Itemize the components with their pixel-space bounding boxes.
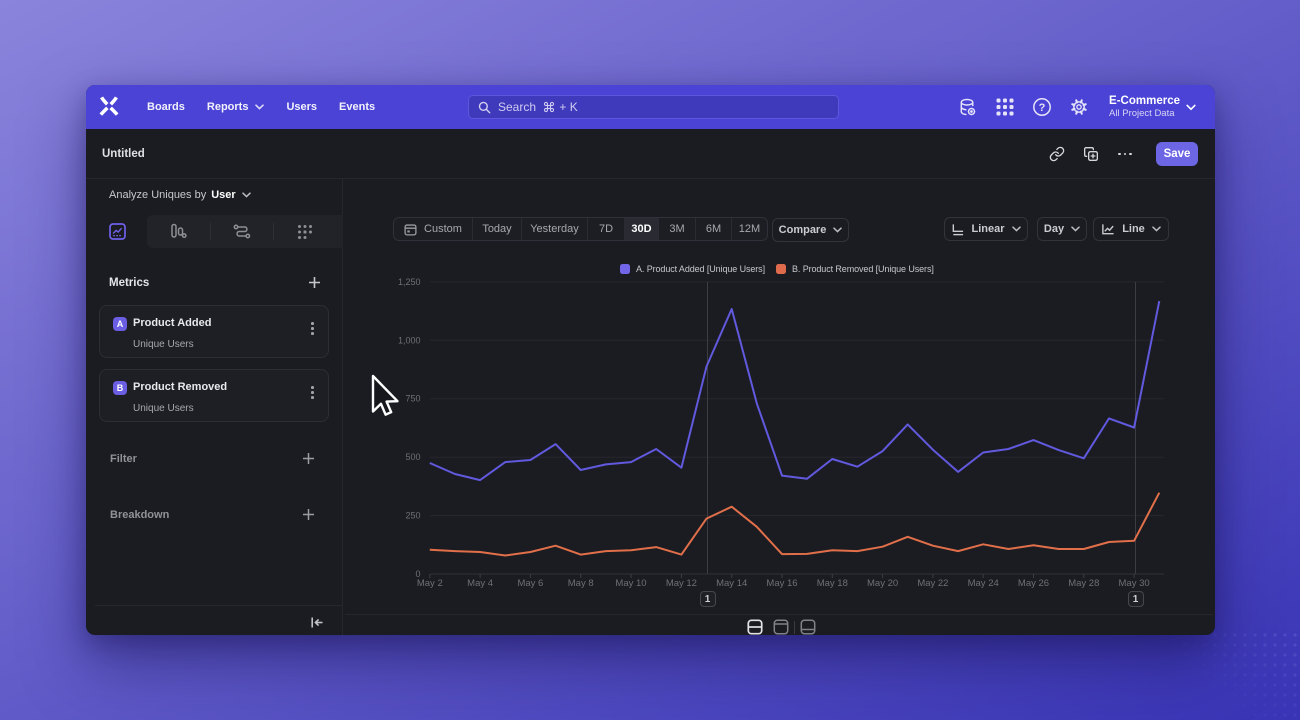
svg-text:May 2: May 2 xyxy=(417,578,443,589)
svg-text:May 8: May 8 xyxy=(568,578,594,589)
svg-text:May 12: May 12 xyxy=(666,578,697,589)
svg-text:1,250: 1,250 xyxy=(398,277,421,287)
svg-text:May 6: May 6 xyxy=(517,578,543,589)
svg-text:May 20: May 20 xyxy=(867,578,898,589)
svg-text:May 22: May 22 xyxy=(917,578,948,589)
svg-text:500: 500 xyxy=(405,452,420,462)
svg-text:?: ? xyxy=(1038,102,1045,114)
svg-text:May 28: May 28 xyxy=(1068,578,1099,589)
svg-text:1,000: 1,000 xyxy=(398,335,421,345)
svg-text:May 14: May 14 xyxy=(716,578,747,589)
svg-text:750: 750 xyxy=(405,394,420,404)
svg-text:May 10: May 10 xyxy=(615,578,646,589)
svg-text:0: 0 xyxy=(415,569,420,579)
svg-text:250: 250 xyxy=(405,511,420,521)
svg-text:May 18: May 18 xyxy=(817,578,848,589)
svg-text:May 16: May 16 xyxy=(766,578,797,589)
svg-text:May 24: May 24 xyxy=(968,578,999,589)
svg-text:May 26: May 26 xyxy=(1018,578,1049,589)
svg-text:May 30: May 30 xyxy=(1119,578,1150,589)
svg-text:May 4: May 4 xyxy=(467,578,493,589)
